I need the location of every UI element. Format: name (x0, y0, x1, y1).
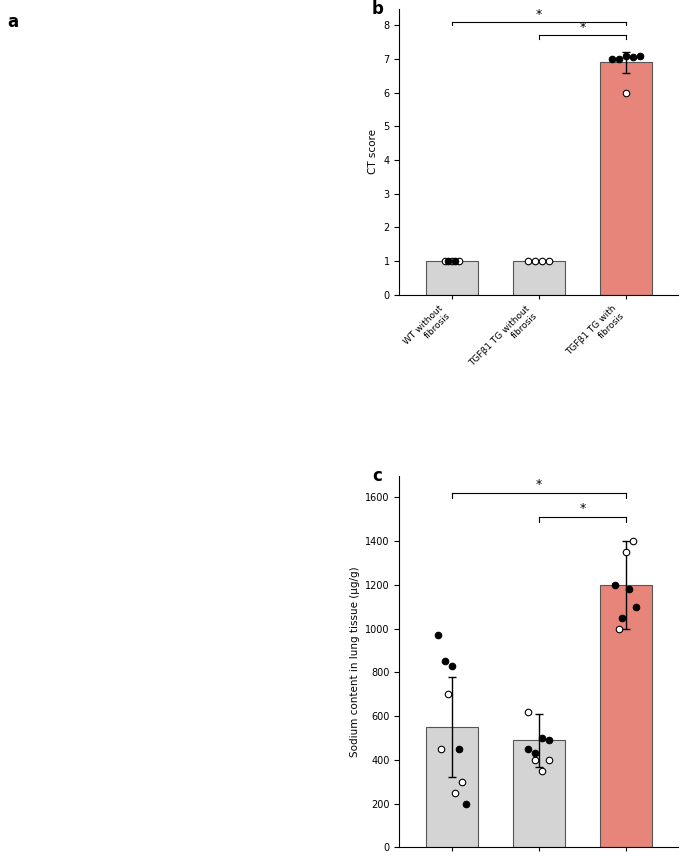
Point (627, 51, 638, 64)
Point (460, 797, 471, 811)
Point (610, 578, 621, 591)
Point (621, 86, 632, 99)
Point (450, 254, 461, 268)
Point (523, 254, 534, 268)
Y-axis label: Sodium content in lung tissue (µg/g): Sodium content in lung tissue (µg/g) (349, 566, 360, 757)
Point (523, 742, 534, 756)
Point (436, 742, 447, 756)
Point (614, 621, 625, 635)
Bar (512, 261, 565, 294)
Point (443, 687, 453, 701)
Bar (600, 62, 652, 294)
Point (614, 52, 625, 66)
Point (544, 254, 555, 268)
Point (453, 254, 464, 268)
Point (631, 600, 642, 614)
Text: *: * (580, 21, 586, 34)
Bar (600, 585, 652, 847)
Point (439, 655, 450, 669)
Point (617, 611, 628, 625)
Point (446, 254, 457, 268)
Text: b: b (372, 0, 384, 18)
Point (627, 534, 638, 548)
Point (453, 742, 464, 756)
Text: *: * (580, 502, 586, 515)
Point (457, 775, 468, 788)
Bar (425, 261, 478, 294)
Point (544, 753, 555, 767)
Text: a: a (7, 13, 18, 31)
Point (606, 52, 617, 66)
Point (439, 254, 450, 268)
Point (624, 582, 635, 596)
Point (443, 254, 453, 268)
Bar (425, 727, 478, 847)
Point (544, 734, 555, 747)
Point (537, 764, 548, 778)
Point (530, 254, 540, 268)
Text: *: * (536, 479, 542, 491)
Text: *: * (536, 8, 542, 21)
Point (621, 49, 632, 62)
Point (537, 254, 548, 268)
Point (523, 705, 534, 719)
Point (537, 731, 548, 745)
Point (450, 786, 461, 800)
Point (446, 659, 457, 673)
Point (530, 753, 540, 767)
Point (634, 49, 645, 62)
Y-axis label: CT score: CT score (368, 129, 378, 174)
Point (621, 545, 632, 559)
Point (530, 746, 540, 760)
Bar (512, 740, 565, 847)
Text: c: c (372, 467, 382, 485)
Point (432, 628, 443, 642)
